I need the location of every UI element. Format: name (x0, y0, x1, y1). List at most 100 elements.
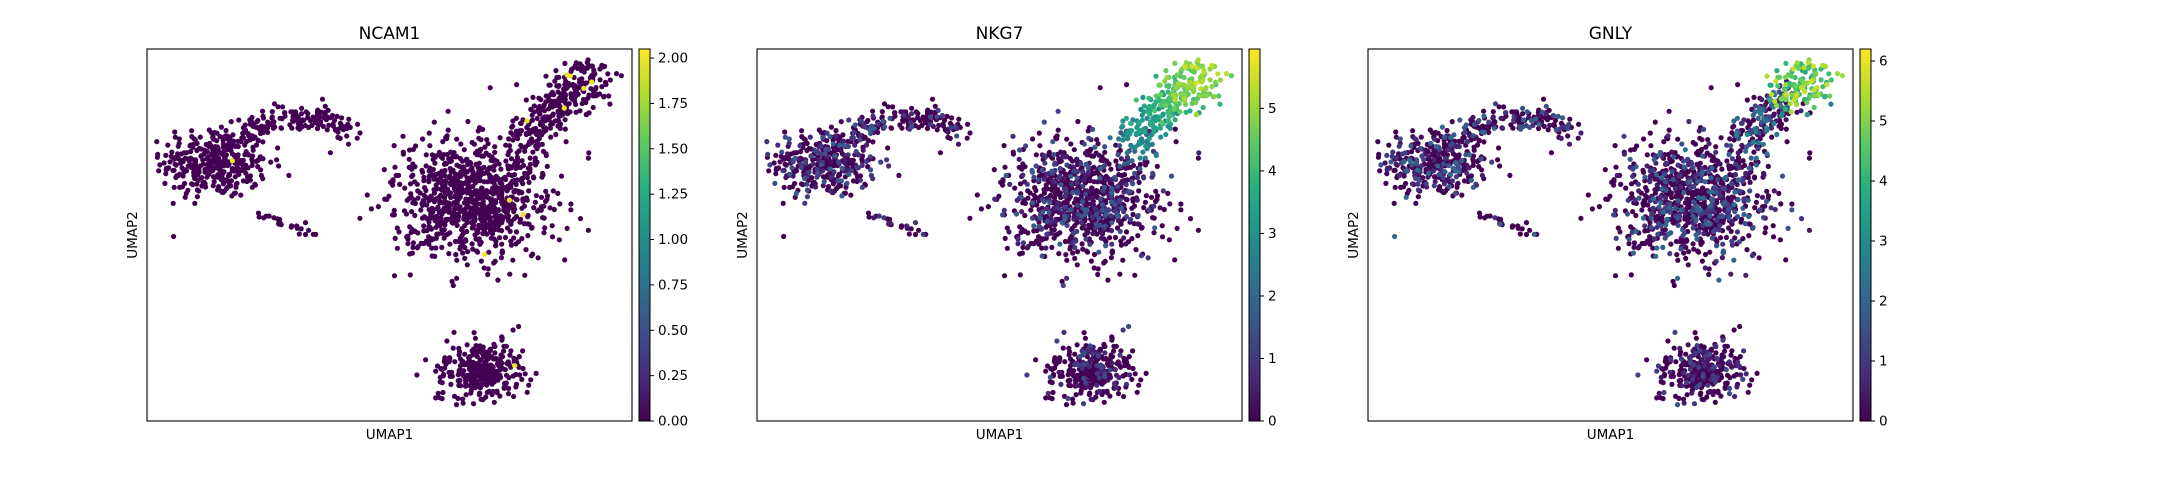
data-point (1074, 180, 1080, 186)
data-point (524, 175, 531, 181)
data-point (562, 82, 568, 88)
data-point (863, 158, 869, 165)
data-point (255, 164, 261, 170)
data-point (528, 106, 534, 112)
data-point (507, 205, 513, 211)
data-point (163, 152, 169, 158)
data-point (1090, 351, 1096, 357)
data-point (1079, 199, 1086, 205)
data-point (1028, 207, 1034, 213)
data-point (927, 121, 934, 127)
data-point (508, 348, 514, 354)
data-point (1069, 158, 1075, 164)
data-point (772, 180, 778, 186)
data-point (865, 137, 871, 143)
data-point (1095, 271, 1101, 278)
data-point (1724, 158, 1730, 164)
data-point (1193, 99, 1199, 106)
data-point (852, 142, 858, 148)
data-point (357, 215, 363, 221)
data-point (419, 169, 426, 175)
data-point (249, 133, 255, 139)
scatter-points (154, 57, 625, 408)
data-point (1477, 214, 1483, 220)
data-point (338, 125, 344, 131)
data-point (1123, 381, 1130, 387)
data-point (1085, 229, 1091, 235)
data-point (833, 127, 839, 134)
data-point (299, 111, 305, 117)
data-point (433, 368, 439, 374)
data-point (225, 162, 231, 169)
data-point (791, 150, 797, 156)
data-point (182, 194, 188, 200)
data-point (520, 181, 526, 187)
data-point (431, 176, 437, 182)
data-point (205, 170, 211, 176)
axes-frame (146, 48, 633, 422)
data-point (1166, 237, 1172, 243)
data-point (781, 184, 787, 190)
data-point (524, 118, 530, 124)
data-point (1083, 161, 1089, 167)
data-point (299, 124, 305, 130)
data-point (1686, 202, 1692, 208)
data-point (450, 345, 456, 351)
data-point (1165, 190, 1171, 196)
data-point (1029, 167, 1035, 173)
data-point (886, 163, 892, 169)
data-point (429, 172, 435, 178)
data-point (1459, 192, 1465, 198)
data-point (556, 74, 562, 80)
data-point (912, 231, 919, 238)
data-point (935, 107, 941, 113)
data-point (555, 108, 561, 114)
data-point (487, 215, 493, 221)
data-point (412, 228, 418, 234)
data-point (286, 172, 292, 178)
data-point (460, 250, 466, 256)
data-point (1064, 162, 1070, 168)
data-point (1060, 345, 1066, 351)
data-point (263, 127, 269, 133)
data-point (179, 165, 185, 171)
data-point (1081, 330, 1087, 336)
data-point (423, 357, 429, 363)
data-point (1080, 169, 1086, 175)
data-point (400, 133, 406, 139)
data-point (813, 148, 819, 154)
data-point (462, 362, 468, 368)
data-point (1117, 352, 1123, 358)
data-point (1015, 236, 1021, 242)
data-point (511, 177, 517, 183)
data-point (309, 122, 315, 128)
data-point (407, 251, 413, 257)
data-point (493, 200, 499, 206)
data-point (816, 127, 822, 133)
data-point (1117, 198, 1123, 204)
data-point (499, 201, 505, 207)
data-point (866, 214, 872, 220)
data-point (1055, 127, 1061, 133)
y-axis-label: UMAP2 (735, 211, 751, 259)
data-point (904, 223, 910, 229)
y-axis-label: UMAP2 (125, 211, 141, 259)
data-point (368, 206, 374, 212)
data-point (898, 224, 904, 230)
data-point (553, 131, 559, 138)
data-point (1215, 71, 1221, 77)
colorbar-tick-label: 0.50 (658, 323, 688, 339)
data-point (1149, 141, 1155, 147)
data-point (838, 148, 844, 154)
data-point (519, 190, 525, 196)
data-point (219, 189, 225, 195)
data-point (176, 156, 182, 162)
data-point (390, 212, 396, 218)
data-point (899, 125, 905, 131)
data-point (850, 178, 857, 184)
data-point (460, 164, 466, 170)
data-point (442, 355, 448, 361)
data-point (302, 220, 309, 226)
data-point (157, 162, 163, 168)
data-point (1398, 184, 1404, 190)
